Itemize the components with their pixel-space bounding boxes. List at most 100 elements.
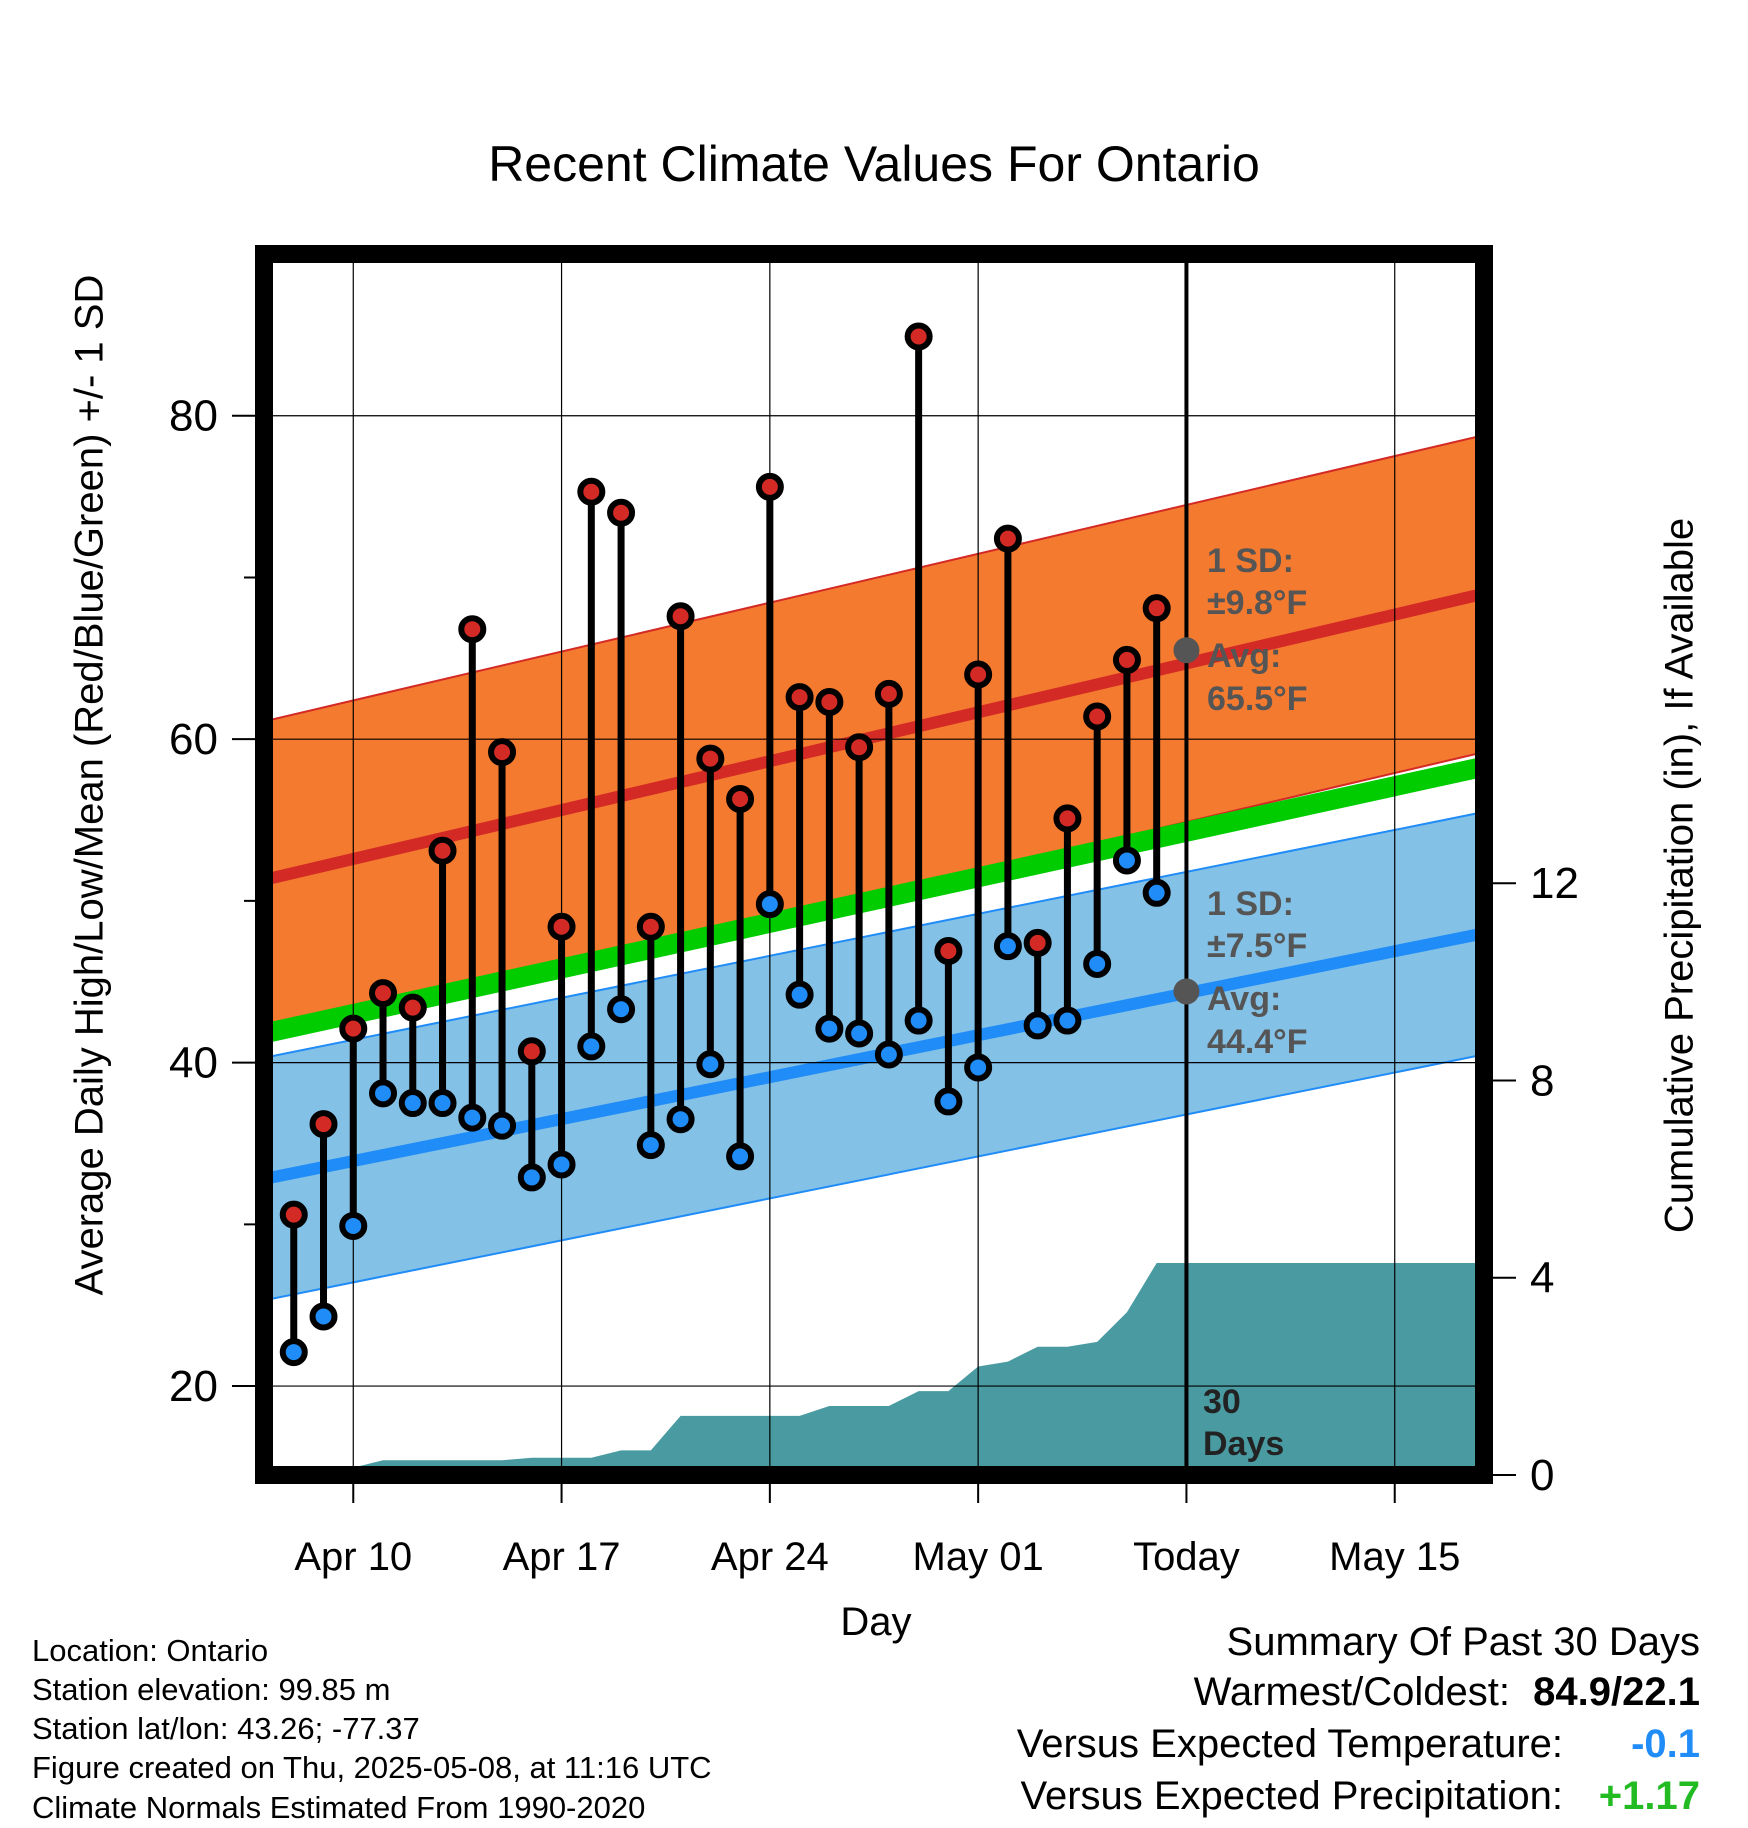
today-high-avg-marker xyxy=(1173,637,1200,664)
footer-latlon: Station lat/lon: 43.26; -77.37 xyxy=(32,1711,420,1746)
daily-high-point xyxy=(696,744,725,773)
footer-normals: Climate Normals Estimated From 1990-2020 xyxy=(32,1790,646,1825)
summary-precip-value: +1.17 xyxy=(1598,1774,1700,1818)
high-sd-label: 1 SD: xyxy=(1207,542,1294,580)
daily-high-point xyxy=(1083,702,1112,731)
daily-high-point xyxy=(309,1110,338,1139)
daily-high-point xyxy=(1053,804,1082,833)
summary-heading: Summary Of Past 30 Days xyxy=(1226,1620,1700,1664)
summary-warmest-value: 84.9/22.1 xyxy=(1533,1670,1700,1714)
y-axis-label-left: Average Daily High/Low/Mean (Red/Blue/Gr… xyxy=(67,274,112,1296)
y-tick-label-left: 40 xyxy=(169,1039,218,1088)
daily-high-point xyxy=(815,687,844,716)
chart-title: Recent Climate Values For Ontario xyxy=(488,136,1260,192)
footer-created: Figure created on Thu, 2025-05-08, at 11… xyxy=(32,1750,712,1785)
daily-low-point xyxy=(874,1040,903,1069)
summary-precip-label: Versus Expected Precipitation: xyxy=(1020,1774,1563,1818)
high-avg-value: 65.5°F xyxy=(1207,680,1308,718)
daily-high-point xyxy=(785,683,814,712)
daily-low-point xyxy=(488,1111,517,1140)
daily-low-point xyxy=(607,995,636,1024)
y-axis-label-right: Cumulative Precipitation (in), If Availa… xyxy=(1657,517,1702,1234)
daily-low-point xyxy=(279,1338,308,1367)
daily-low-point xyxy=(369,1079,398,1108)
summary-temp-label: Versus Expected Temperature: xyxy=(1016,1722,1563,1766)
low-avg-value: 44.4°F xyxy=(1207,1023,1308,1061)
high-sd-value: ±9.8°F xyxy=(1207,584,1307,622)
y-tick-label-left: 20 xyxy=(169,1362,218,1411)
x-axis-label: Day xyxy=(840,1600,912,1644)
daily-low-point xyxy=(458,1103,487,1132)
x-tick-label: Apr 10 xyxy=(294,1535,412,1579)
daily-high-point xyxy=(874,679,903,708)
y-tick-label-right: 12 xyxy=(1530,859,1579,908)
daily-high-point xyxy=(398,993,427,1022)
daily-low-point xyxy=(785,980,814,1009)
daily-low-point xyxy=(696,1050,725,1079)
daily-low-point xyxy=(339,1211,368,1240)
daily-high-point xyxy=(488,738,517,767)
daily-high-point xyxy=(904,322,933,351)
x-tick-label: May 15 xyxy=(1329,1535,1460,1579)
daily-low-point xyxy=(1142,878,1171,907)
normal-low-line xyxy=(264,927,1484,1185)
normal-high-line xyxy=(264,587,1484,886)
daily-high-point xyxy=(339,1014,368,1043)
days-count-label: 30 xyxy=(1203,1383,1241,1421)
daily-high-point xyxy=(517,1037,546,1066)
daily-high-point xyxy=(577,477,606,506)
daily-high-point xyxy=(369,979,398,1008)
daily-low-point xyxy=(934,1087,963,1116)
daily-low-point xyxy=(904,1006,933,1035)
today-low-avg-marker xyxy=(1173,978,1200,1005)
daily-high-point xyxy=(1023,928,1052,957)
plot-area xyxy=(264,254,1484,1475)
y-tick-label-right: 0 xyxy=(1530,1451,1554,1500)
daily-low-point xyxy=(815,1014,844,1043)
daily-high-point xyxy=(993,524,1022,553)
daily-high-point xyxy=(666,602,695,631)
daily-high-point xyxy=(1142,594,1171,623)
low-sd-label: 1 SD: xyxy=(1207,885,1294,923)
low-avg-label: Avg: xyxy=(1207,980,1281,1018)
daily-low-point xyxy=(1083,949,1112,978)
summary-warmest-label: Warmest/Coldest: xyxy=(1193,1670,1510,1714)
daily-high-point xyxy=(726,785,755,814)
high-avg-label: Avg: xyxy=(1207,637,1281,675)
plot-frame xyxy=(255,245,1493,1484)
daily-low-point xyxy=(517,1163,546,1192)
low-sd-value: ±7.5°F xyxy=(1207,927,1307,965)
y-tick-label-left: 80 xyxy=(169,392,218,441)
daily-high-point xyxy=(547,912,576,941)
y-tick-label-right: 8 xyxy=(1530,1056,1554,1105)
daily-low-point xyxy=(398,1089,427,1118)
daily-high-point xyxy=(1112,645,1141,674)
daily-low-point xyxy=(726,1142,755,1171)
footer-location: Location: Ontario xyxy=(32,1633,269,1668)
y-tick-label-right: 4 xyxy=(1530,1254,1554,1303)
daily-high-point xyxy=(279,1200,308,1229)
daily-high-point xyxy=(755,472,784,501)
daily-low-point xyxy=(428,1089,457,1118)
daily-low-point xyxy=(577,1032,606,1061)
x-tick-label: Apr 17 xyxy=(503,1535,621,1579)
x-tick-label: Apr 24 xyxy=(711,1535,829,1579)
daily-low-point xyxy=(1023,1011,1052,1040)
footer-elevation: Station elevation: 99.85 m xyxy=(32,1672,391,1707)
daily-high-point xyxy=(934,937,963,966)
daily-high-point xyxy=(428,836,457,865)
summary-temp-value: -0.1 xyxy=(1631,1722,1700,1766)
daily-high-point xyxy=(636,912,665,941)
daily-low-point xyxy=(755,890,784,919)
daily-high-point xyxy=(964,660,993,689)
daily-low-point xyxy=(1053,1006,1082,1035)
daily-low-point xyxy=(1112,846,1141,875)
daily-low-point xyxy=(309,1302,338,1331)
y-tick-label-left: 60 xyxy=(169,715,218,764)
daily-high-point xyxy=(458,615,487,644)
daily-low-point xyxy=(993,932,1022,961)
daily-low-point xyxy=(636,1131,665,1160)
daily-low-point xyxy=(666,1105,695,1134)
daily-high-point xyxy=(607,498,636,527)
